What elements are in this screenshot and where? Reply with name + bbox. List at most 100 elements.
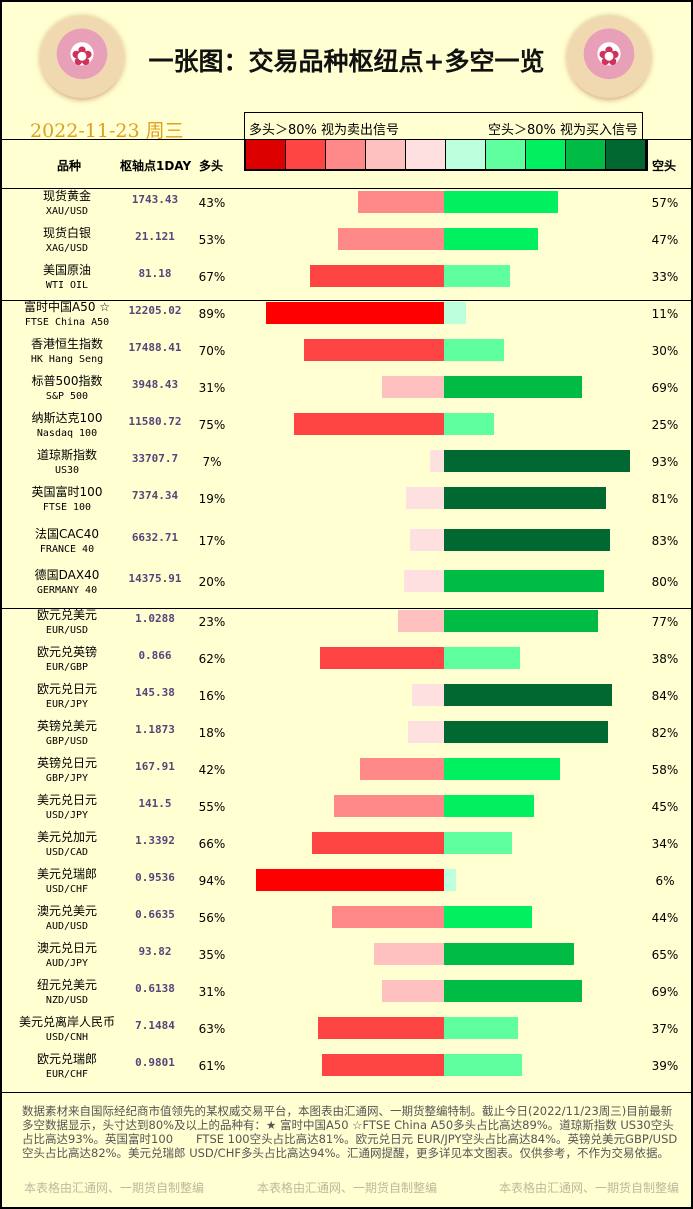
long-bar bbox=[310, 265, 444, 287]
long-bar bbox=[334, 795, 444, 817]
short-bar bbox=[444, 832, 512, 854]
instrument-cn: 现货白银 bbox=[42, 226, 91, 240]
long-bar bbox=[322, 1054, 444, 1076]
instrument-cn: 美元兑加元 bbox=[36, 830, 97, 844]
color-swatch bbox=[246, 140, 286, 169]
long-bar bbox=[332, 906, 444, 928]
instrument-en: EUR/JPY bbox=[45, 699, 89, 710]
footer-divider bbox=[2, 1092, 691, 1093]
long-bar bbox=[294, 413, 444, 435]
instrument-name: 英国富时100 FTSE 100 bbox=[12, 485, 122, 515]
table-row: 欧元兑英镑 EUR/GBP 0.866 62% 38% bbox=[2, 645, 691, 682]
long-percent: 53% bbox=[198, 233, 226, 247]
instrument-en: US30 bbox=[54, 465, 80, 476]
logo-right: ✿ bbox=[567, 16, 651, 100]
long-bar bbox=[382, 980, 444, 1002]
instrument-name: 现货黄金 XAU/USD bbox=[12, 189, 122, 219]
pivot-value: 3948.43 bbox=[131, 378, 179, 391]
short-bar bbox=[444, 758, 560, 780]
long-bar bbox=[410, 529, 444, 551]
table-row: 道琼斯指数 US30 33707.7 7% 93% bbox=[2, 448, 691, 485]
pivot-value: 81.18 bbox=[138, 267, 172, 280]
instrument-name: 标普500指数 S&P 500 bbox=[12, 374, 122, 404]
long-percent: 19% bbox=[198, 492, 226, 506]
instrument-name: 美元兑离岸人民币 USD/CNH bbox=[12, 1015, 122, 1045]
header-pivot: 枢轴点1DAY bbox=[120, 159, 192, 173]
divider bbox=[2, 139, 691, 140]
table-row: 美国原油 WTI OIL 81.18 67% 33% bbox=[2, 263, 691, 300]
pivot-value: 33707.7 bbox=[131, 452, 179, 465]
instrument-name: 欧元兑美元 EUR/USD bbox=[12, 608, 122, 638]
short-percent: 77% bbox=[651, 615, 679, 629]
table-row: 美元兑离岸人民币 USD/CNH 7.1484 63% 37% bbox=[2, 1015, 691, 1052]
table-row: 欧元兑日元 EUR/JPY 145.38 16% 84% bbox=[2, 682, 691, 719]
short-percent: 44% bbox=[651, 911, 679, 925]
header-instrument: 品种 bbox=[57, 159, 82, 173]
long-percent: 31% bbox=[198, 381, 226, 395]
pivot-value: 1.3392 bbox=[135, 834, 175, 847]
instrument-en: FTSE 100 bbox=[42, 502, 92, 513]
instrument-cn: 欧元兑美元 bbox=[36, 608, 97, 622]
table-row: 富时中国A50 ☆ FTSE China A50 12205.02 89% 11% bbox=[2, 300, 691, 337]
pivot-value: 14375.91 bbox=[128, 572, 182, 585]
long-bar bbox=[398, 610, 444, 632]
long-bar bbox=[266, 302, 444, 324]
long-percent: 66% bbox=[198, 837, 226, 851]
table-row: 香港恒生指数 HK Hang Seng 17488.41 70% 30% bbox=[2, 337, 691, 374]
instrument-cn: 香港恒生指数 bbox=[30, 337, 103, 351]
short-percent: 45% bbox=[651, 800, 679, 814]
table-row: 英镑兑日元 GBP/JPY 167.91 42% 58% bbox=[2, 756, 691, 793]
pivot-value: 0.6138 bbox=[135, 982, 175, 995]
instrument-en: USD/CNH bbox=[45, 1032, 89, 1043]
short-percent: 69% bbox=[651, 985, 679, 999]
long-percent: 35% bbox=[198, 948, 226, 962]
short-bar bbox=[444, 302, 466, 324]
instrument-en: WTI OIL bbox=[45, 280, 89, 291]
group-divider bbox=[2, 300, 691, 301]
table-row: 德国DAX40 GERMANY 40 14375.91 20% 80% bbox=[2, 568, 691, 605]
short-percent: 33% bbox=[651, 270, 679, 284]
table-row: 美元兑加元 USD/CAD 1.3392 66% 34% bbox=[2, 830, 691, 867]
long-percent: 67% bbox=[198, 270, 226, 284]
long-percent: 7% bbox=[202, 455, 222, 469]
long-percent: 42% bbox=[198, 763, 226, 777]
short-bar bbox=[444, 570, 604, 592]
short-percent: 81% bbox=[651, 492, 679, 506]
instrument-name: 欧元兑日元 EUR/JPY bbox=[12, 682, 122, 712]
pivot-value: 7374.34 bbox=[131, 489, 179, 502]
short-percent: 58% bbox=[651, 763, 679, 777]
pivot-value: 0.866 bbox=[138, 649, 172, 662]
instrument-cn: 欧元兑瑞郎 bbox=[36, 1052, 97, 1066]
instrument-cn: 英镑兑日元 bbox=[36, 756, 97, 770]
table-row: 现货黄金 XAU/USD 1743.43 43% 57% bbox=[2, 189, 691, 226]
short-bar bbox=[444, 191, 558, 213]
instrument-en: USD/CAD bbox=[45, 847, 89, 858]
pivot-value: 167.91 bbox=[135, 760, 175, 773]
pivot-value: 17488.41 bbox=[128, 341, 182, 354]
instrument-cn: 美元兑瑞郎 bbox=[36, 867, 97, 881]
instrument-cn: 现货黄金 bbox=[42, 189, 91, 203]
divider bbox=[2, 188, 691, 189]
long-bar bbox=[404, 570, 444, 592]
instrument-name: 美元兑加元 USD/CAD bbox=[12, 830, 122, 860]
table-row: 欧元兑美元 EUR/USD 1.0288 23% 77% bbox=[2, 608, 691, 645]
header-long: 多头 bbox=[199, 159, 224, 173]
long-percent: 63% bbox=[198, 1022, 226, 1036]
short-bar bbox=[444, 610, 598, 632]
instrument-cn: 英国富时100 bbox=[31, 485, 103, 499]
instrument-name: 法国CAC40 FRANCE 40 bbox=[12, 527, 122, 557]
instrument-cn: 英镑兑美元 bbox=[36, 719, 97, 733]
pivot-value: 1.1873 bbox=[135, 723, 175, 736]
pivot-value: 12205.02 bbox=[128, 304, 182, 317]
short-percent: 80% bbox=[651, 575, 679, 589]
table-row: 澳元兑美元 AUD/USD 0.6635 56% 44% bbox=[2, 904, 691, 941]
table-row: 现货白银 XAG/USD 21.121 53% 47% bbox=[2, 226, 691, 263]
instrument-cn: 欧元兑日元 bbox=[36, 682, 97, 696]
short-bar bbox=[444, 869, 456, 891]
pivot-value: 0.9801 bbox=[135, 1056, 175, 1069]
long-bar bbox=[256, 869, 444, 891]
short-bar bbox=[444, 529, 610, 551]
color-swatch bbox=[486, 140, 526, 169]
long-bar bbox=[338, 228, 444, 250]
